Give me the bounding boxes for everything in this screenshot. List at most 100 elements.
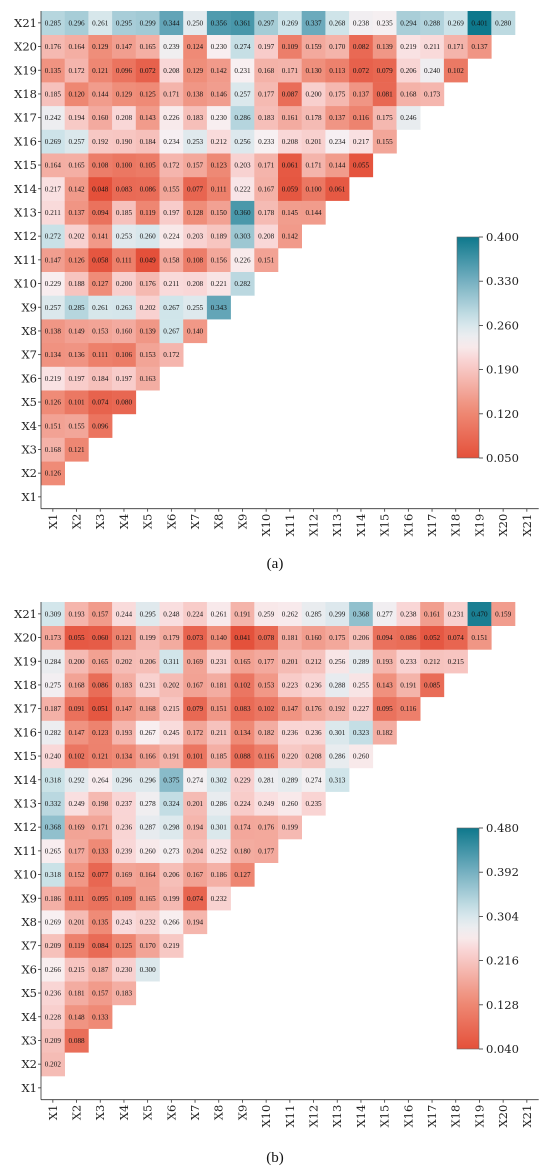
heatmap-b-value-label: 0.227 — [353, 705, 370, 713]
heatmap-a-value-label: 0.077 — [187, 185, 204, 193]
heatmap-a-value-label: 0.202 — [68, 233, 85, 241]
heatmap-b-y-tick-label: X5 — [21, 986, 37, 1000]
heatmap-b-value-label: 0.238 — [400, 610, 417, 618]
heatmap-b-cell — [41, 791, 65, 816]
heatmap-b-cell — [135, 791, 160, 816]
heatmap-a-value-label: 0.139 — [377, 43, 394, 51]
heatmap-a-value-label: 0.211 — [424, 43, 440, 51]
heatmap-b-cell — [230, 839, 255, 863]
heatmap-a-value-label: 0.222 — [234, 185, 251, 193]
heatmap-a-value-label: 0.206 — [400, 67, 417, 75]
heatmap-b-value-label: 0.224 — [234, 800, 251, 808]
heatmap-b-x-tick-label: X18 — [449, 1105, 463, 1128]
heatmap-a-cell — [467, 34, 492, 59]
heatmap-b-value-label: 0.262 — [282, 610, 299, 618]
heatmap-b-value-label: 0.086 — [92, 681, 109, 689]
heatmap-b-cell — [230, 815, 255, 840]
heatmap-a-cell — [41, 271, 65, 296]
heatmap-b-value-label: 0.055 — [68, 634, 85, 642]
heatmap-b-value-label: 0.265 — [45, 847, 62, 855]
heatmap-b-cell — [41, 933, 65, 958]
heatmap-a-cell — [183, 153, 208, 178]
heatmap-a-cell — [112, 271, 137, 296]
heatmap-a-value-label: 0.189 — [211, 233, 228, 241]
heatmap-a-value-label: 0.294 — [400, 19, 417, 27]
heatmap-a-value-label: 0.080 — [116, 399, 133, 407]
heatmap-b-value-label: 0.232 — [211, 895, 228, 903]
heatmap-a-cell — [420, 34, 445, 59]
heatmap-b-value-label: 0.125 — [116, 942, 133, 950]
heatmap-b-value-label: 0.208 — [305, 753, 322, 761]
heatmap-b-cell — [230, 791, 255, 816]
heatmap-b-value-label: 0.236 — [305, 681, 322, 689]
heatmap-b-value-label: 0.116 — [400, 705, 416, 713]
heatmap-a-cell — [41, 58, 65, 83]
heatmap-a-cell — [135, 248, 160, 272]
heatmap-a-y-tick-label: X16 — [14, 134, 37, 148]
heatmap-a-value-label: 0.239 — [163, 43, 180, 51]
heatmap-b-cell — [64, 839, 89, 863]
heatmap-a-cell — [88, 342, 113, 367]
heatmap-a-value-label: 0.200 — [116, 280, 133, 288]
heatmap-b-value-label: 0.198 — [92, 800, 109, 808]
heatmap-b-cell — [135, 673, 160, 698]
heatmap-b-value-label: 0.135 — [92, 918, 109, 926]
heatmap-b-x-tick-label: X16 — [401, 1105, 415, 1128]
heatmap-b-value-label: 0.323 — [353, 729, 370, 737]
heatmap-a-value-label: 0.171 — [258, 162, 275, 170]
heatmap-a-x-tick-label: X2 — [70, 514, 84, 530]
heatmap-b-y-tick-label: X9 — [21, 891, 37, 905]
heatmap-a-cell — [88, 295, 113, 320]
heatmap-b-value-label: 0.281 — [258, 776, 275, 784]
heatmap-a-cell — [88, 129, 113, 154]
heatmap-b-value-label: 0.199 — [140, 634, 157, 642]
heatmap-b-cell — [135, 767, 160, 792]
heatmap-b-cell — [349, 720, 374, 745]
heatmap-a-value-label: 0.208 — [163, 67, 180, 75]
heatmap-a-value-label: 0.059 — [282, 185, 299, 193]
heatmap-b-value-label: 0.299 — [329, 610, 346, 618]
heatmap-b-cell — [112, 696, 137, 721]
heatmap-a-value-label: 0.260 — [140, 233, 157, 241]
heatmap-b-value-label: 0.169 — [116, 871, 133, 879]
heatmap-b-value-label: 0.183 — [116, 681, 133, 689]
heatmap-b-value-label: 0.212 — [305, 658, 322, 666]
heatmap-b-cell — [230, 625, 255, 650]
heatmap-a-cell — [420, 82, 445, 107]
heatmap-b-cell — [159, 910, 184, 935]
heatmap-b-cell — [41, 839, 65, 863]
heatmap-a-cell — [278, 200, 302, 225]
heatmap-b-value-label: 0.193 — [68, 610, 85, 618]
heatmap-b-cell — [112, 815, 137, 840]
heatmap-b-cell — [41, 1052, 65, 1077]
heatmap-b-cell — [254, 839, 279, 863]
heatmap-a-value-label: 0.155 — [68, 422, 85, 430]
heatmap-b-value-label: 0.302 — [211, 776, 228, 784]
heatmap-b-value-label: 0.151 — [471, 634, 488, 642]
heatmap-a-value-label: 0.137 — [329, 114, 346, 122]
heatmap-b-value-label: 0.182 — [258, 729, 275, 737]
colorbar-a-tick-label: 0.120 — [486, 407, 519, 421]
heatmap-b-value-label: 0.102 — [258, 705, 275, 713]
heatmap-a-cell — [135, 319, 160, 344]
heatmap-b-cell — [159, 767, 184, 792]
heatmap-a-cell — [230, 129, 255, 154]
heatmap-a-value-label: 0.201 — [305, 138, 322, 146]
heatmap-b-value-label: 0.168 — [68, 681, 85, 689]
heatmap-b-cell — [64, 602, 89, 626]
heatmap-a-cell — [64, 319, 89, 344]
heatmap-a-value-label: 0.129 — [187, 67, 204, 75]
heatmap-b-cell — [88, 1004, 113, 1029]
heatmap-b-cell — [230, 767, 255, 792]
heatmap-a-value-label: 0.172 — [68, 67, 85, 75]
heatmap-b-cell — [206, 673, 231, 698]
heatmap-a-cell — [159, 129, 184, 154]
heatmap-b-value-label: 0.177 — [258, 658, 275, 666]
heatmap-a-x-tick-label: X19 — [472, 514, 486, 537]
heatmap-b-value-label: 0.288 — [329, 681, 346, 689]
heatmap-a-cell — [88, 82, 113, 107]
heatmap-a-y-tick-label: X6 — [21, 371, 37, 385]
heatmap-b-value-label: 0.201 — [282, 658, 299, 666]
heatmap-a-value-label: 0.144 — [92, 90, 109, 98]
heatmap-a-value-label: 0.150 — [211, 209, 228, 217]
